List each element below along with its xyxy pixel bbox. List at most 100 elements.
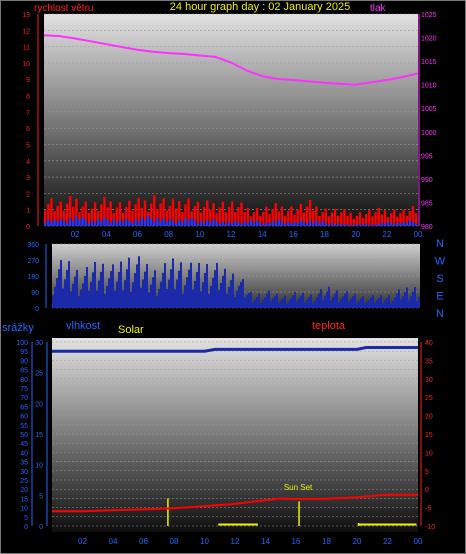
wind-gust-bar: [134, 204, 137, 226]
wind-avg-bar: [72, 221, 75, 226]
wind-direction-bar: [378, 297, 380, 308]
wind-gust-bar: [396, 216, 399, 226]
wind-avg-bar: [103, 217, 106, 226]
wind-gust-bar: [231, 201, 234, 226]
wind-avg-bar: [308, 220, 312, 226]
wind-gust-bar: [56, 205, 59, 226]
wind-avg-bar: [368, 224, 371, 226]
wind-avg-bar: [93, 222, 97, 226]
temperature-tick-label: -5: [425, 506, 431, 513]
wind-direction-bar: [370, 297, 372, 308]
direction-tick-label: 270: [27, 258, 39, 265]
wind-direction-bar: [124, 280, 126, 308]
x-tick-label: 12: [231, 537, 240, 546]
wind-direction-bar: [338, 302, 340, 308]
wind-avg-bar: [283, 223, 287, 226]
wind-direction-bar: [350, 298, 352, 308]
solar-label: Solar: [118, 324, 144, 336]
wind-avg-bar: [383, 223, 387, 226]
wind-avg-bar: [405, 223, 408, 226]
wind-avg-bar: [255, 220, 259, 226]
wind-direction-bar: [56, 278, 58, 308]
wind-direction-bar: [296, 301, 298, 308]
x-tick-label: 04: [102, 230, 111, 239]
wind-direction-bar: [184, 285, 186, 308]
wind-gust-bar: [68, 196, 72, 226]
wind-avg-bar: [202, 222, 206, 226]
wind-avg-bar: [65, 222, 69, 226]
wind-avg-bar: [56, 221, 59, 226]
wind-gust-bar: [383, 210, 387, 226]
humidity-tick-label: 5: [24, 515, 28, 522]
left-tick-label: 10: [22, 61, 30, 68]
wind-avg-bar: [365, 223, 368, 226]
humidity-tick-label: 50: [20, 432, 28, 439]
wind-gust-bar: [361, 217, 365, 226]
wind-gust-bar: [93, 202, 97, 226]
wind-gust-bar: [243, 212, 246, 226]
wind-gust-bar: [262, 211, 265, 226]
wind-direction-bar: [66, 270, 68, 308]
wind-direction-bar: [90, 281, 92, 308]
wind-direction-bar: [154, 270, 156, 308]
wind-direction-bar: [236, 290, 238, 308]
wind-direction-bar: [226, 293, 228, 308]
right-tick-label: 1010: [421, 83, 437, 90]
wind-direction-bar: [306, 299, 308, 308]
humidity-tick-label: 75: [20, 386, 28, 393]
wind-direction-bar: [250, 291, 252, 308]
wind-direction-bar: [206, 263, 208, 308]
wind-direction-bar: [88, 290, 90, 308]
wind-gust-bar: [408, 211, 412, 226]
humidity-tick-label: 90: [20, 358, 28, 365]
wind-direction-bar: [312, 303, 314, 308]
wind-avg-bar: [109, 222, 112, 226]
humidity-tick-label: 0: [24, 524, 28, 531]
wind-gust-bar: [131, 210, 134, 226]
wind-gust-bar: [402, 209, 405, 226]
wind-gust-bar: [299, 203, 302, 226]
wind-avg-bar: [149, 218, 153, 226]
wind-direction-bar: [286, 303, 288, 308]
wind-avg-bar: [221, 221, 225, 226]
wind-avg-bar: [171, 221, 175, 226]
wind-direction-bar: [400, 300, 402, 308]
wind-gust-bar: [399, 213, 402, 226]
wind-gust-bar: [184, 204, 187, 226]
wind-avg-bar: [206, 220, 209, 226]
humidity-tick-label: 40: [20, 450, 28, 457]
wind-avg-bar: [374, 223, 377, 226]
wind-direction-bar: [136, 264, 138, 308]
wind-direction-bar: [390, 303, 392, 308]
x-tick-label: 02: [78, 537, 87, 546]
wind-gust-bar: [215, 213, 218, 226]
left-tick-label: 13: [22, 12, 30, 19]
wind-avg-bar: [246, 222, 249, 226]
wind-avg-bar: [411, 222, 415, 226]
wind-avg-bar: [178, 219, 181, 226]
wind-avg-bar: [121, 222, 125, 226]
x-tick-label: 10: [195, 230, 204, 239]
wind-direction-bar: [410, 296, 412, 308]
wind-gust-bar: [246, 207, 249, 226]
temperature-tick-label: 40: [425, 340, 433, 347]
wind-direction-bar: [92, 272, 94, 308]
x-tick-label: 20: [351, 230, 360, 239]
wind-direction-bar: [76, 269, 78, 308]
wind-avg-bar: [84, 220, 87, 226]
wind-direction-bar: [202, 282, 204, 308]
wind-direction-bar: [280, 300, 282, 308]
wind-direction-bar: [392, 300, 394, 308]
wind-direction-bar: [318, 293, 320, 308]
wind-direction-bar: [152, 277, 154, 308]
wind-direction-bar: [246, 294, 248, 308]
humidity-label: vlhkost: [66, 320, 100, 332]
humidity-tick-label: 55: [20, 423, 28, 430]
temperature-line: [52, 493, 418, 513]
wind-direction-bar: [304, 302, 306, 308]
wind-direction-bar: [348, 301, 350, 308]
wind-gust-bar: [96, 211, 100, 226]
wind-direction-bar: [406, 287, 408, 308]
wind-avg-bar: [68, 218, 72, 226]
x-tick-label: 10: [200, 537, 209, 546]
